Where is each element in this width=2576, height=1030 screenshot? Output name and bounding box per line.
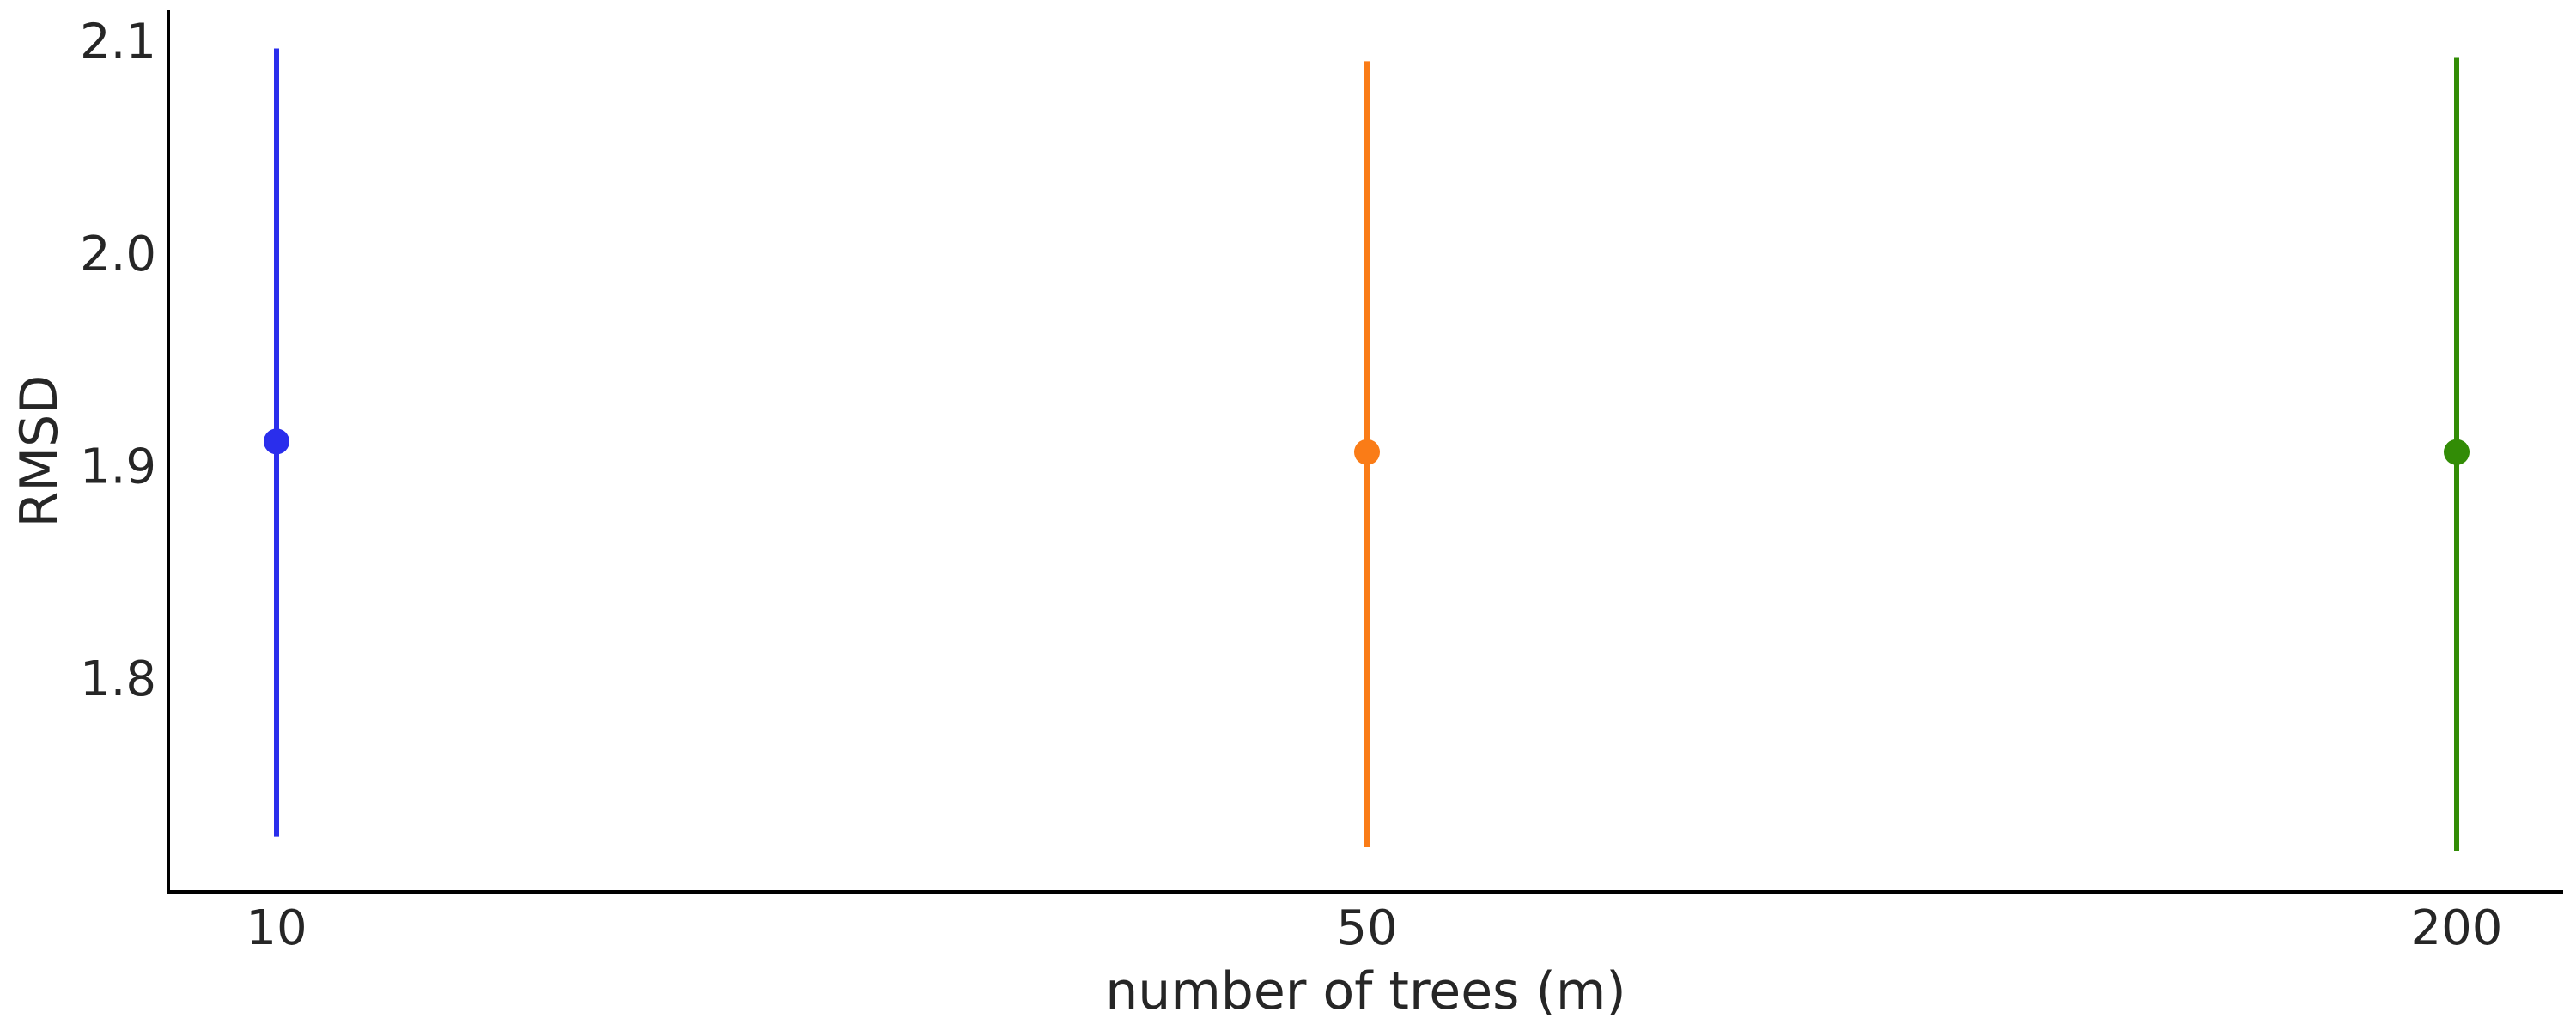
x-tick-label: 10 (246, 900, 307, 956)
point-10 (264, 428, 289, 455)
point-50 (1354, 439, 1380, 465)
chart-marks (264, 48, 2470, 851)
y-axis-label: RMSD (9, 375, 70, 528)
point-200 (2444, 439, 2470, 465)
x-axis-label: number of trees (m) (1105, 961, 1625, 1021)
y-axis-ticks: 1.8 1.9 2.0 2.1 (80, 15, 156, 707)
x-axis-ticks: 10 50 200 (246, 900, 2502, 956)
x-tick-label: 50 (1336, 900, 1397, 956)
y-tick-label: 2.0 (80, 227, 156, 282)
y-tick-label: 1.9 (80, 439, 156, 495)
x-tick-label: 200 (2411, 900, 2503, 956)
y-tick-label: 2.1 (80, 15, 156, 70)
y-tick-label: 1.8 (80, 651, 156, 707)
